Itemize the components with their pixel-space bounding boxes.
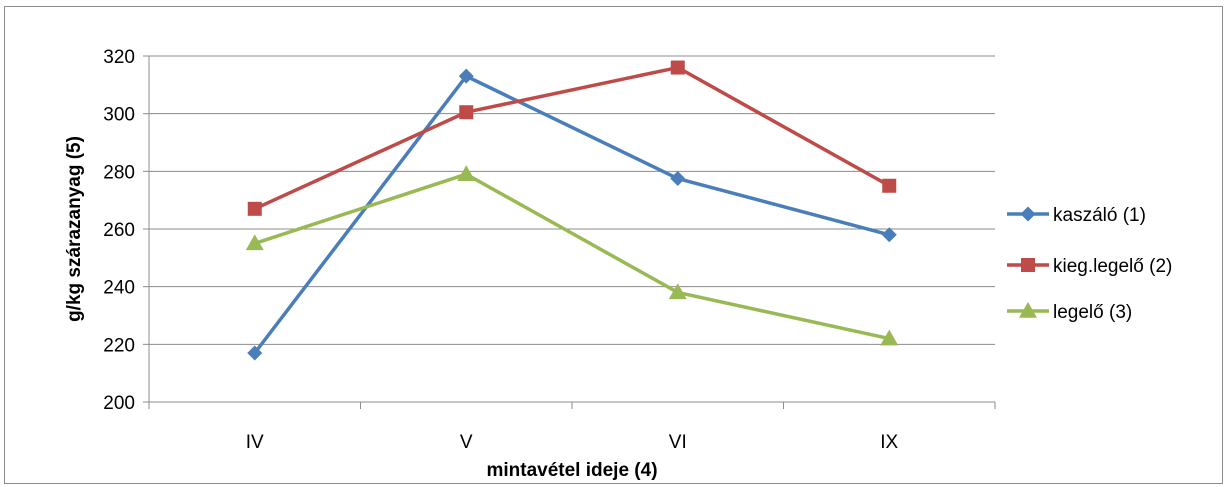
x-tick-label: V xyxy=(460,432,473,453)
data-point xyxy=(880,329,899,346)
y-tick-label: 240 xyxy=(103,278,135,299)
data-point xyxy=(668,283,687,300)
data-point xyxy=(458,68,474,84)
series-line xyxy=(254,65,891,211)
data-point xyxy=(245,234,264,251)
data-point xyxy=(882,178,897,193)
y-tick-labels: 200 220 240 260 280 300 320 xyxy=(103,47,135,414)
y-tick-label: 200 xyxy=(103,393,135,414)
x-tick-label: VI xyxy=(669,432,687,453)
x-tick-label: IX xyxy=(880,432,898,453)
data-point xyxy=(881,227,897,243)
legend: kaszáló (1) kieg.legelő (2) legelő (3) xyxy=(1007,205,1172,323)
series-line xyxy=(253,74,890,355)
x-tick-label: IV xyxy=(246,432,264,453)
data-point xyxy=(459,105,474,120)
series-3 xyxy=(245,165,899,346)
x-tick-labels: IV V VI IX xyxy=(246,432,899,453)
legend-item: kaszáló (1) xyxy=(1007,205,1146,226)
chart-frame xyxy=(4,6,1223,484)
y-tick-label: 300 xyxy=(103,105,135,126)
y-axis-title: g/kg szárazanyag (5) xyxy=(64,136,85,322)
series-1 xyxy=(247,68,897,361)
series-2 xyxy=(247,60,897,216)
legend-label: kaszáló (1) xyxy=(1053,205,1146,226)
legend-marker xyxy=(1020,206,1036,222)
y-tick-label: 320 xyxy=(103,47,135,68)
y-tick-label: 280 xyxy=(103,162,135,183)
legend-item: legelő (3) xyxy=(1007,302,1132,323)
data-point xyxy=(670,60,685,75)
y-tick-label: 220 xyxy=(103,335,135,356)
y-tick-label: 260 xyxy=(103,220,135,241)
legend-label: legelő (3) xyxy=(1053,302,1132,323)
legend-marker xyxy=(1021,258,1035,272)
data-point xyxy=(247,345,263,361)
data-point xyxy=(247,201,262,216)
gridlines xyxy=(143,55,995,403)
series-group xyxy=(245,60,899,361)
legend-label: kieg.legelő (2) xyxy=(1053,256,1172,277)
axes xyxy=(148,56,996,409)
legend-marker xyxy=(1019,302,1037,318)
x-axis-title: mintavétel ideje (4) xyxy=(486,460,657,481)
data-point xyxy=(670,171,686,187)
legend-item: kieg.legelő (2) xyxy=(1007,256,1172,277)
series-line xyxy=(254,172,890,341)
data-point xyxy=(457,165,476,181)
